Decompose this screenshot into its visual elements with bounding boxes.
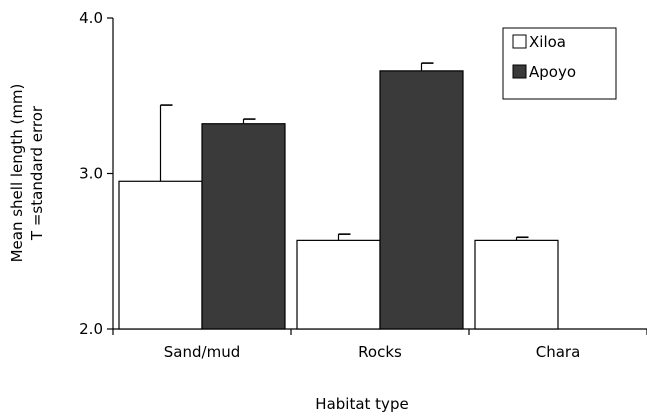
y-tick-label: 3.0 bbox=[79, 165, 103, 183]
x-axis-title: Habitat type bbox=[315, 395, 408, 413]
bar-xiloa-sand-mud bbox=[118, 180, 203, 330]
legend-label-apoyo: Apoyo bbox=[529, 63, 576, 81]
y-axis-title: Mean shell length (mm) T =standard error bbox=[8, 84, 46, 263]
legend-swatch-apoyo bbox=[512, 64, 527, 79]
bar-xiloa-chara bbox=[474, 239, 559, 330]
y-axis-title-line2: T =standard error bbox=[28, 105, 46, 241]
bar-apoyo-sand-mud bbox=[201, 123, 286, 330]
x-tick-label: Sand/mud bbox=[164, 343, 240, 361]
y-tick-label: 4.0 bbox=[79, 9, 103, 27]
y-axis-title-line1: Mean shell length (mm) bbox=[8, 84, 26, 263]
legend-label-xiloa: Xiloa bbox=[529, 33, 566, 51]
bar-xiloa-rocks bbox=[296, 239, 381, 330]
legend-swatch-xiloa bbox=[512, 34, 527, 49]
bar-apoyo-rocks bbox=[379, 70, 464, 330]
x-tick-label: Rocks bbox=[358, 343, 402, 361]
legend: Xiloa Apoyo bbox=[502, 27, 617, 100]
y-tick-label: 2.0 bbox=[79, 320, 103, 338]
x-tick-label: Chara bbox=[536, 343, 581, 361]
plot-area: 2.0 3.0 4.0 Sand/mud Rocks Chara bbox=[79, 9, 647, 361]
